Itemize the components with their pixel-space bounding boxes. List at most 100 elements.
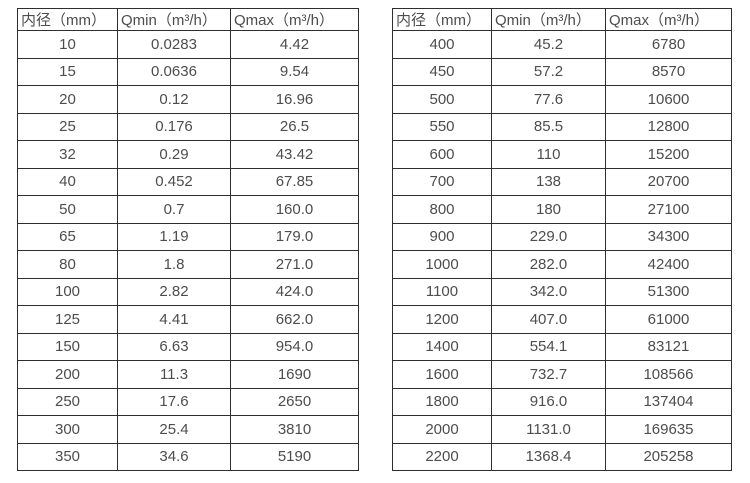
- table-cell: 0.176: [117, 112, 231, 141]
- table-cell: 43.42: [230, 140, 359, 169]
- table-cell: 20: [17, 85, 118, 114]
- table-cell: 400: [392, 30, 492, 59]
- table-cell: 20700: [605, 167, 732, 196]
- table-row: 32 0.29 43.42: [17, 140, 359, 169]
- table-row: 200 11.3 1690: [17, 360, 359, 389]
- table-cell: 1.19: [117, 222, 231, 251]
- table-cell: 1131.0: [491, 415, 606, 444]
- table-cell: 110: [491, 140, 606, 169]
- table-cell: 160.0: [230, 195, 359, 224]
- table-row: 600 110 15200: [392, 140, 732, 169]
- table-cell: 150: [17, 332, 118, 361]
- table-cell: 5190: [230, 442, 359, 471]
- table-cell: 554.1: [491, 332, 606, 361]
- table-cell: 25: [17, 112, 118, 141]
- table-cell: 15200: [605, 140, 732, 169]
- column-header: 内径（mm）: [17, 8, 118, 31]
- table-row: 2200 1368.4 205258: [392, 442, 732, 471]
- table-cell: 9.54: [230, 57, 359, 86]
- table-row: 1400 554.1 83121: [392, 332, 732, 361]
- table-cell: 954.0: [230, 332, 359, 361]
- table-cell: 2000: [392, 415, 492, 444]
- table-cell: 1368.4: [491, 442, 606, 471]
- table-cell: 10600: [605, 85, 732, 114]
- table-cell: 180: [491, 195, 606, 224]
- table-cell: 65: [17, 222, 118, 251]
- table-cell: 77.6: [491, 85, 606, 114]
- table-cell: 1200: [392, 305, 492, 334]
- flow-table-right: 内径（mm） Qmin（m³/h） Qmax（m³/h） 400 45.2 6780 450…: [392, 8, 732, 471]
- column-header: 内径（mm）: [392, 8, 492, 31]
- table-cell: 205258: [605, 442, 732, 471]
- table-cell: 40: [17, 167, 118, 196]
- table-cell: 1000: [392, 250, 492, 279]
- table-cell: 0.0636: [117, 57, 231, 86]
- table-row: 40 0.452 67.85: [17, 167, 359, 196]
- table-row: 550 85.5 12800: [392, 112, 732, 141]
- table-cell: 3810: [230, 415, 359, 444]
- table-cell: 1600: [392, 360, 492, 389]
- table-cell: 4.42: [230, 30, 359, 59]
- table-cell: 15: [17, 57, 118, 86]
- table-row: 300 25.4 3810: [17, 415, 359, 444]
- table-cell: 100: [17, 277, 118, 306]
- table-cell: 83121: [605, 332, 732, 361]
- table-cell: 50: [17, 195, 118, 224]
- table-cell: 108566: [605, 360, 732, 389]
- table-cell: 11.3: [117, 360, 231, 389]
- table-cell: 27100: [605, 195, 732, 224]
- table-cell: 2650: [230, 387, 359, 416]
- table-row: 800 180 27100: [392, 195, 732, 224]
- table-cell: 0.452: [117, 167, 231, 196]
- table-cell: 2.82: [117, 277, 231, 306]
- table-cell: 600: [392, 140, 492, 169]
- table-row: 150 6.63 954.0: [17, 332, 359, 361]
- table-cell: 250: [17, 387, 118, 416]
- table-cell: 80: [17, 250, 118, 279]
- table-cell: 407.0: [491, 305, 606, 334]
- table-cell: 8570: [605, 57, 732, 86]
- table-row: 350 34.6 5190: [17, 442, 359, 471]
- table-cell: 57.2: [491, 57, 606, 86]
- table-cell: 916.0: [491, 387, 606, 416]
- table-row: 20 0.12 16.96: [17, 85, 359, 114]
- table-cell: 271.0: [230, 250, 359, 279]
- header-row: 内径（mm） Qmin（m³/h） Qmax（m³/h）: [392, 8, 732, 31]
- table-cell: 26.5: [230, 112, 359, 141]
- table-cell: 0.12: [117, 85, 231, 114]
- table-row: 50 0.7 160.0: [17, 195, 359, 224]
- table-cell: 732.7: [491, 360, 606, 389]
- table-row: 250 17.6 2650: [17, 387, 359, 416]
- column-header: Qmax（m³/h）: [230, 8, 359, 31]
- flow-table-left: 内径（mm） Qmin（m³/h） Qmax（m³/h） 10 0.0283 4.42 15…: [17, 8, 359, 471]
- table-row: 65 1.19 179.0: [17, 222, 359, 251]
- table-cell: 6.63: [117, 332, 231, 361]
- table-cell: 800: [392, 195, 492, 224]
- table-cell: 12800: [605, 112, 732, 141]
- table-cell: 350: [17, 442, 118, 471]
- table-cell: 61000: [605, 305, 732, 334]
- table-cell: 0.7: [117, 195, 231, 224]
- table-cell: 179.0: [230, 222, 359, 251]
- table-cell: 51300: [605, 277, 732, 306]
- table-cell: 900: [392, 222, 492, 251]
- table-cell: 229.0: [491, 222, 606, 251]
- table-cell: 125: [17, 305, 118, 334]
- table-row: 125 4.41 662.0: [17, 305, 359, 334]
- column-header: Qmin（m³/h）: [117, 8, 231, 31]
- table-cell: 300: [17, 415, 118, 444]
- table-row: 10 0.0283 4.42: [17, 30, 359, 59]
- table-cell: 1400: [392, 332, 492, 361]
- table-cell: 67.85: [230, 167, 359, 196]
- table-row: 1800 916.0 137404: [392, 387, 732, 416]
- table-cell: 662.0: [230, 305, 359, 334]
- table-row: 500 77.6 10600: [392, 85, 732, 114]
- header-row: 内径（mm） Qmin（m³/h） Qmax（m³/h）: [17, 8, 359, 31]
- table-row: 1200 407.0 61000: [392, 305, 732, 334]
- table-cell: 16.96: [230, 85, 359, 114]
- table-cell: 10: [17, 30, 118, 59]
- table-row: 900 229.0 34300: [392, 222, 732, 251]
- table-cell: 85.5: [491, 112, 606, 141]
- table-row: 450 57.2 8570: [392, 57, 732, 86]
- table-cell: 45.2: [491, 30, 606, 59]
